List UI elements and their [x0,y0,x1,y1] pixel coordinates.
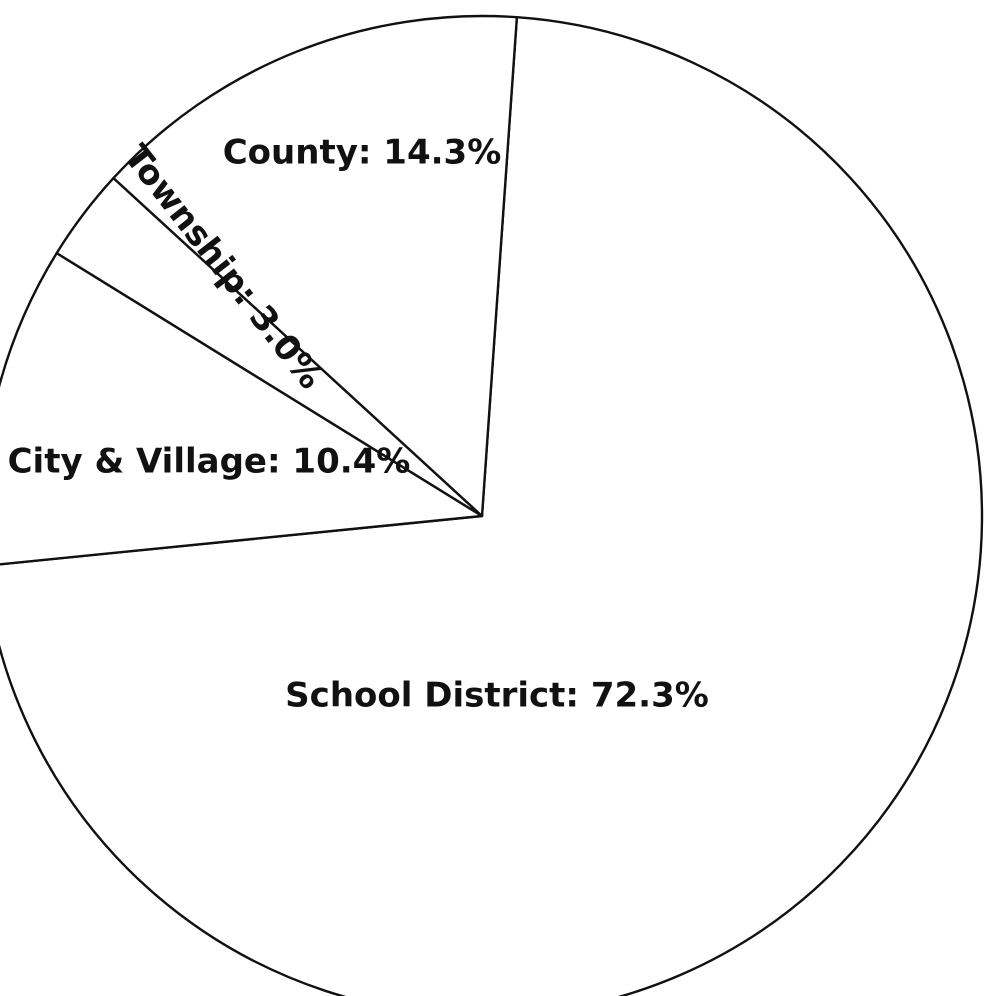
pie-slice-school-district [0,16,984,996]
pie-slice-county [112,14,519,518]
pie-label-county: County: 14.3% [223,133,502,173]
pie-slices [0,14,984,996]
pie-label-school-district: School District: 72.3% [285,676,709,716]
pie-slice-city-village [0,251,484,566]
pie-label-city-village: City & Village: 10.4% [8,442,411,482]
